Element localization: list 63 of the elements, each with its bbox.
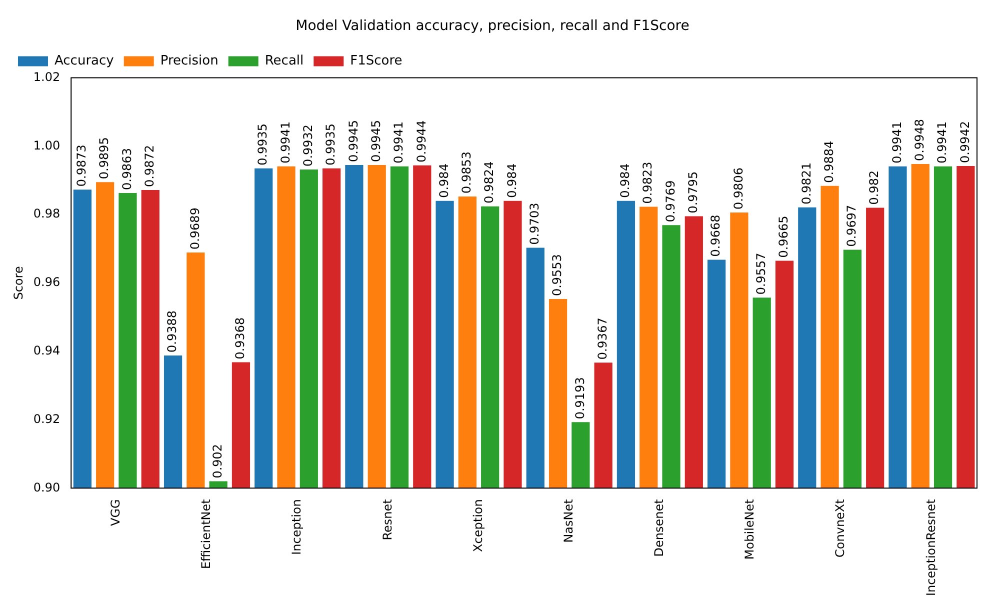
x-tick-label: Inception xyxy=(290,499,304,555)
data-label: 0.9824 xyxy=(482,161,496,204)
data-label: 0.9557 xyxy=(754,252,768,295)
y-tick-label: 0.96 xyxy=(33,275,60,290)
data-label: 0.982 xyxy=(867,170,882,205)
legend-label: F1Score xyxy=(350,54,402,69)
data-label: 0.902 xyxy=(210,444,224,478)
data-label: 0.9697 xyxy=(844,204,859,247)
x-tick-label: MobileNet xyxy=(742,498,757,560)
data-label: 0.9806 xyxy=(731,168,746,210)
data-label: 0.9948 xyxy=(912,118,927,161)
data-label: 0.9553 xyxy=(550,254,564,296)
x-tick-label: ConvneXt xyxy=(833,498,848,558)
x-tick-label: VGG xyxy=(108,499,123,526)
x-tick-label: Densenet xyxy=(652,498,666,557)
data-label: 0.9823 xyxy=(640,162,655,204)
data-label: 0.9863 xyxy=(120,148,134,190)
legend-label: Recall xyxy=(264,54,304,69)
x-tick-label: Resnet xyxy=(380,498,394,540)
x-tick-label: EfficientNet xyxy=(199,498,214,570)
data-label: 0.9795 xyxy=(686,171,700,214)
data-label: 0.9935 xyxy=(256,123,270,166)
y-tick-label: 0.94 xyxy=(33,343,60,358)
data-label: 0.9942 xyxy=(958,121,972,164)
y-tick-label: 0.90 xyxy=(33,480,60,494)
data-label: 0.9935 xyxy=(324,123,338,166)
x-tick-label: NasNet xyxy=(561,498,576,543)
x-tick-label: Xception xyxy=(470,499,485,552)
y-tick-label: 0.92 xyxy=(33,412,60,426)
data-label: 0.9193 xyxy=(572,377,587,420)
data-label: 0.9944 xyxy=(414,120,428,162)
data-label: 0.9367 xyxy=(595,318,610,360)
chart-title: Model Validation accuracy, precision, recall and F1Score xyxy=(296,18,690,34)
data-label: 0.9872 xyxy=(142,144,157,187)
data-label: 0.984 xyxy=(504,164,519,198)
data-label: 0.9388 xyxy=(165,310,180,352)
legend-label: Accuracy xyxy=(54,54,114,69)
data-label: 0.9945 xyxy=(368,120,383,162)
data-label: 0.9703 xyxy=(528,202,542,245)
data-label: 0.9884 xyxy=(822,140,836,183)
data-label: 0.9769 xyxy=(663,180,678,222)
data-label: 0.9941 xyxy=(392,121,406,164)
y-axis-title: Score xyxy=(11,266,26,300)
y-tick-label: 1.02 xyxy=(33,70,60,84)
y-tick-label: 0.98 xyxy=(33,206,60,221)
data-label: 0.9853 xyxy=(460,151,474,194)
data-label: 0.9689 xyxy=(188,208,202,250)
data-label: 0.9873 xyxy=(74,144,89,187)
data-label: 0.9945 xyxy=(346,120,360,162)
data-label: 0.9941 xyxy=(890,121,904,164)
y-tick-label: 1.00 xyxy=(33,138,60,152)
data-label: 0.984 xyxy=(618,164,632,198)
legend-label: Precision xyxy=(160,54,218,69)
x-tick-label: InceptionResnet xyxy=(924,498,938,596)
data-label: 0.9668 xyxy=(708,214,723,257)
data-label: 0.9368 xyxy=(233,317,248,360)
data-label: 0.984 xyxy=(436,164,451,198)
data-label: 0.9941 xyxy=(935,121,950,164)
data-label: 0.9941 xyxy=(278,121,292,164)
data-label: 0.9895 xyxy=(97,137,112,180)
data-label: 0.9821 xyxy=(799,162,814,204)
data-label: 0.9932 xyxy=(301,124,316,166)
data-label: 0.9665 xyxy=(776,216,791,258)
